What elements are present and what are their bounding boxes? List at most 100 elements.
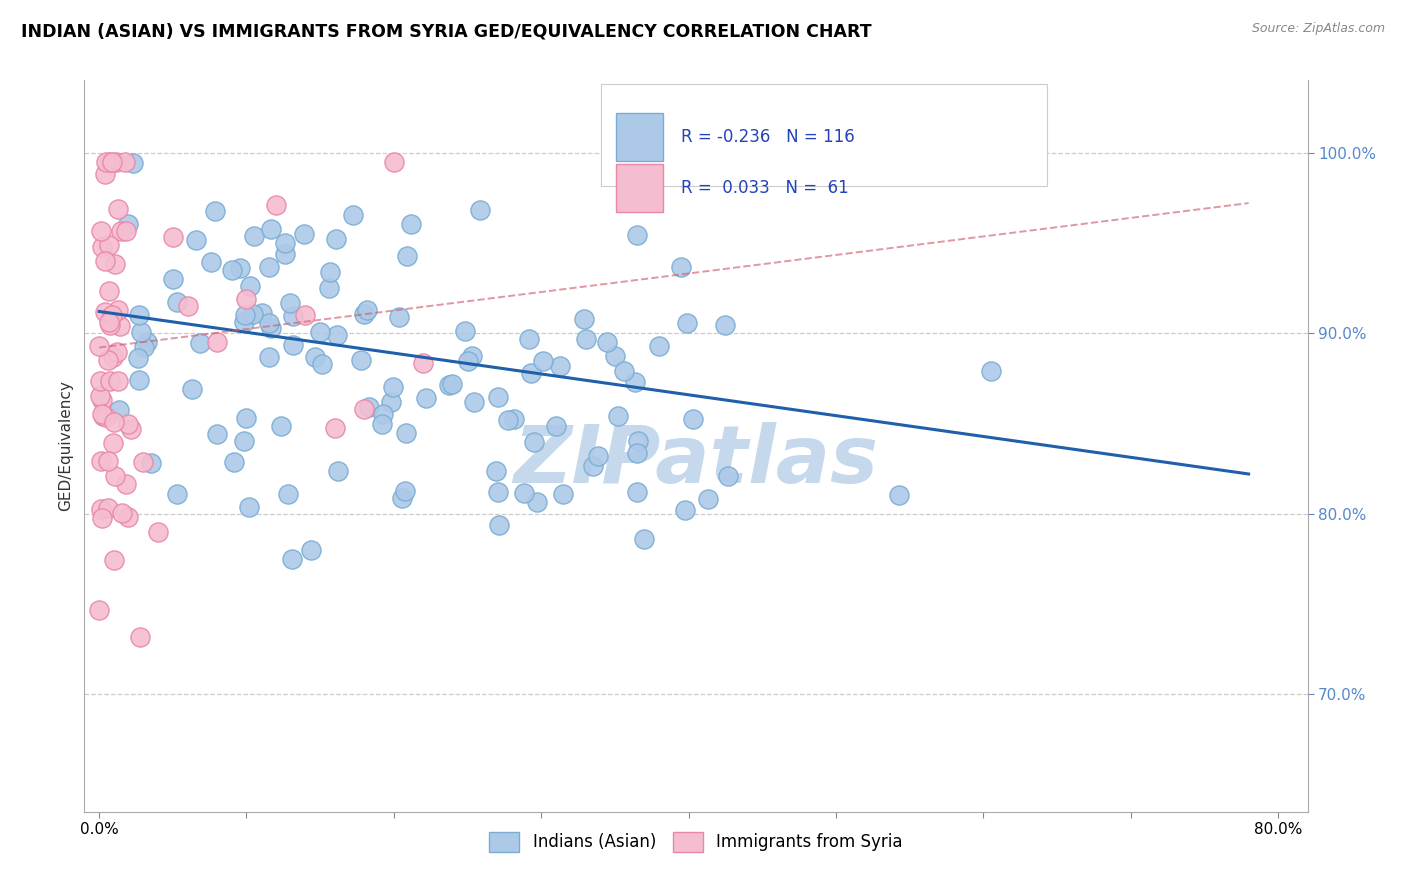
Point	[457, 354, 479, 368]
Point	[129, 326, 152, 340]
Text: ZIPatlas: ZIPatlas	[513, 422, 879, 500]
Point	[233, 434, 256, 448]
Point	[235, 411, 257, 425]
Point	[204, 203, 226, 218]
Point	[103, 257, 125, 271]
Point	[90, 407, 112, 421]
Point	[93, 409, 115, 423]
Point	[294, 308, 316, 322]
Point	[264, 198, 287, 212]
Point	[162, 229, 184, 244]
Point	[260, 222, 283, 236]
Point	[122, 156, 145, 170]
Point	[274, 236, 297, 251]
Point	[399, 217, 422, 231]
Point	[463, 395, 485, 409]
Point	[96, 154, 118, 169]
Point	[454, 324, 477, 338]
Point	[111, 506, 134, 520]
Point	[233, 308, 256, 322]
Point	[132, 340, 155, 354]
Point	[242, 307, 264, 321]
Point	[98, 154, 121, 169]
Point	[596, 334, 619, 349]
Point	[105, 154, 128, 169]
Text: Source: ZipAtlas.com: Source: ZipAtlas.com	[1251, 22, 1385, 36]
Point	[486, 484, 509, 499]
Point	[270, 418, 292, 433]
Point	[283, 338, 305, 352]
Point	[229, 260, 252, 275]
Point	[103, 553, 125, 567]
FancyBboxPatch shape	[616, 164, 664, 212]
Point	[359, 401, 381, 415]
Point	[605, 349, 627, 363]
Point	[162, 271, 184, 285]
Point	[139, 456, 162, 470]
Point	[319, 265, 342, 279]
Point	[697, 491, 720, 506]
Point	[101, 308, 124, 322]
Point	[243, 229, 266, 244]
Point	[381, 380, 404, 394]
Point	[205, 335, 228, 350]
Point	[356, 303, 378, 318]
Point	[89, 602, 111, 616]
Point	[283, 309, 305, 323]
Point	[395, 425, 418, 440]
Point	[117, 417, 139, 432]
Point	[382, 154, 405, 169]
Point	[221, 263, 243, 277]
Point	[93, 254, 115, 268]
Point	[98, 318, 121, 333]
Point	[238, 500, 260, 515]
Point	[350, 353, 373, 368]
Point	[97, 285, 120, 299]
Point	[318, 281, 340, 295]
Point	[342, 209, 364, 223]
Point	[115, 477, 138, 491]
Point	[353, 401, 375, 416]
Point	[89, 389, 111, 403]
Point	[388, 310, 411, 325]
Point	[371, 417, 394, 431]
Point	[107, 303, 129, 318]
Point	[519, 367, 541, 381]
Point	[107, 374, 129, 388]
Point	[114, 154, 136, 169]
Point	[108, 402, 131, 417]
Point	[371, 408, 394, 422]
Point	[128, 373, 150, 387]
Point	[257, 316, 280, 330]
Point	[90, 224, 112, 238]
Point	[513, 486, 536, 500]
Point	[94, 168, 117, 182]
Point	[412, 356, 434, 370]
Point	[103, 416, 125, 430]
Point	[166, 487, 188, 501]
Point	[548, 359, 571, 373]
Point	[94, 305, 117, 319]
Point	[184, 233, 207, 247]
Point	[526, 495, 548, 509]
Point	[671, 260, 693, 274]
Point	[233, 315, 256, 329]
Point	[626, 485, 648, 500]
Point	[90, 393, 112, 408]
Point	[207, 426, 229, 441]
Point	[224, 455, 246, 469]
Point	[648, 339, 671, 353]
Point	[90, 502, 112, 516]
Point	[613, 364, 636, 378]
Point	[108, 318, 131, 333]
Point	[188, 336, 211, 351]
Point	[624, 375, 647, 389]
Point	[531, 354, 554, 368]
Point	[101, 351, 124, 365]
Point	[107, 202, 129, 216]
Point	[572, 312, 595, 326]
Point	[485, 464, 508, 478]
Point	[97, 315, 120, 329]
Point	[546, 419, 568, 434]
Point	[280, 552, 302, 566]
